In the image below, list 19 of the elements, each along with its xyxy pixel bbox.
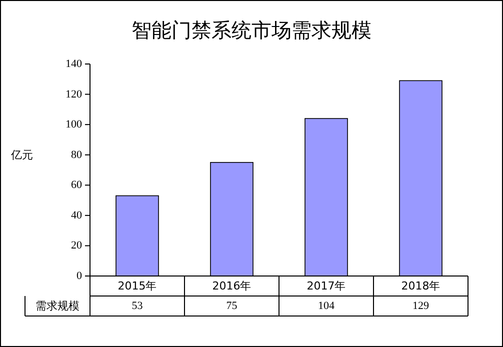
y-tick-label: 120 bbox=[66, 88, 82, 100]
legend-label: 需求规模 bbox=[36, 300, 80, 312]
y-tick-label: 40 bbox=[71, 209, 82, 222]
y-tick-label: 20 bbox=[71, 240, 82, 252]
y-tick-label: 0 bbox=[76, 270, 82, 282]
data-label: 53 bbox=[132, 300, 144, 312]
data-label: 129 bbox=[412, 300, 430, 312]
data-label: 104 bbox=[318, 300, 335, 312]
x-tick-label: 2016年 bbox=[212, 280, 252, 292]
y-tick-label: 60 bbox=[71, 179, 82, 192]
y-axis-title: 亿元 bbox=[10, 148, 33, 162]
chart-title: 智能门禁系统市场需求规模 bbox=[132, 18, 372, 42]
x-tick-label: 2015年 bbox=[118, 280, 157, 292]
y-tick-label: 80 bbox=[71, 148, 82, 161]
x-tick-label: 2017年 bbox=[306, 280, 346, 292]
y-tick-label: 140 bbox=[66, 58, 82, 70]
data-label: 75 bbox=[226, 300, 238, 312]
y-tick-label: 100 bbox=[66, 118, 82, 131]
x-tick-label: 2018年 bbox=[401, 280, 440, 292]
